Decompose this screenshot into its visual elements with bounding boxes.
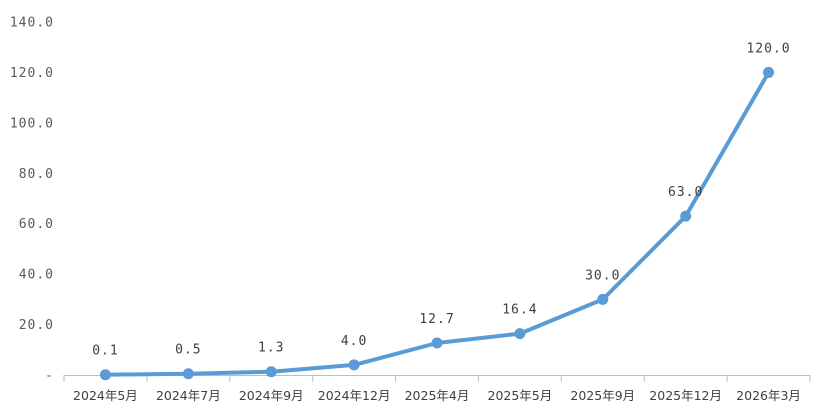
x-tick-label: 2024年9月 — [239, 388, 304, 403]
data-point — [597, 293, 609, 305]
x-tick-label: 2025年4月 — [405, 388, 470, 403]
data-point — [431, 337, 443, 349]
y-tick-label: 80.0 — [19, 167, 54, 182]
y-tick-label: 20.0 — [19, 318, 54, 333]
data-point — [680, 210, 692, 222]
data-label: 1.3 — [258, 341, 284, 356]
x-axis-tick-marks — [63, 375, 811, 382]
data-points — [99, 66, 775, 381]
series-line — [103, 70, 771, 377]
y-tick-label: 120.0 — [10, 66, 54, 81]
data-point — [265, 366, 277, 378]
data-label: 4.0 — [341, 334, 367, 349]
data-label: 16.4 — [502, 303, 537, 318]
data-label: 0.1 — [92, 344, 118, 359]
y-tick-label: - — [45, 369, 54, 384]
data-label: 120.0 — [746, 41, 790, 56]
data-label: 12.7 — [419, 312, 454, 327]
data-point — [182, 368, 194, 380]
y-tick-label: 60.0 — [19, 217, 54, 232]
data-labels: 0.1 0.5 1.3 4.0 12.7 16.4 30.0 63.0 120.0 — [92, 41, 790, 359]
data-label: 63.0 — [668, 185, 703, 200]
x-tick-label: 2025年9月 — [570, 388, 635, 403]
x-tick-label: 2025年12月 — [649, 388, 722, 403]
x-tick-label: 2026年3月 — [736, 388, 801, 403]
x-tick-label: 2024年12月 — [318, 388, 391, 403]
data-point — [99, 369, 111, 381]
data-point — [763, 66, 775, 78]
x-axis-labels: 2024年5月 2024年7月 2024年9月 2024年12月 2025年4月 2025… — [73, 388, 801, 403]
data-label: 0.5 — [175, 343, 201, 358]
data-point — [348, 359, 360, 371]
x-tick-label: 2024年7月 — [156, 388, 221, 403]
y-tick-label: 100.0 — [10, 116, 54, 131]
x-tick-label: 2025年5月 — [488, 388, 553, 403]
data-point — [514, 328, 526, 340]
y-tick-label: 140.0 — [10, 16, 54, 31]
y-tick-label: 40.0 — [19, 268, 54, 283]
y-axis-ticks: - 20.0 40.0 60.0 80.0 100.0 120.0 140.0 — [10, 16, 54, 384]
x-tick-label: 2024年5月 — [73, 388, 138, 403]
data-label: 30.0 — [585, 268, 620, 283]
